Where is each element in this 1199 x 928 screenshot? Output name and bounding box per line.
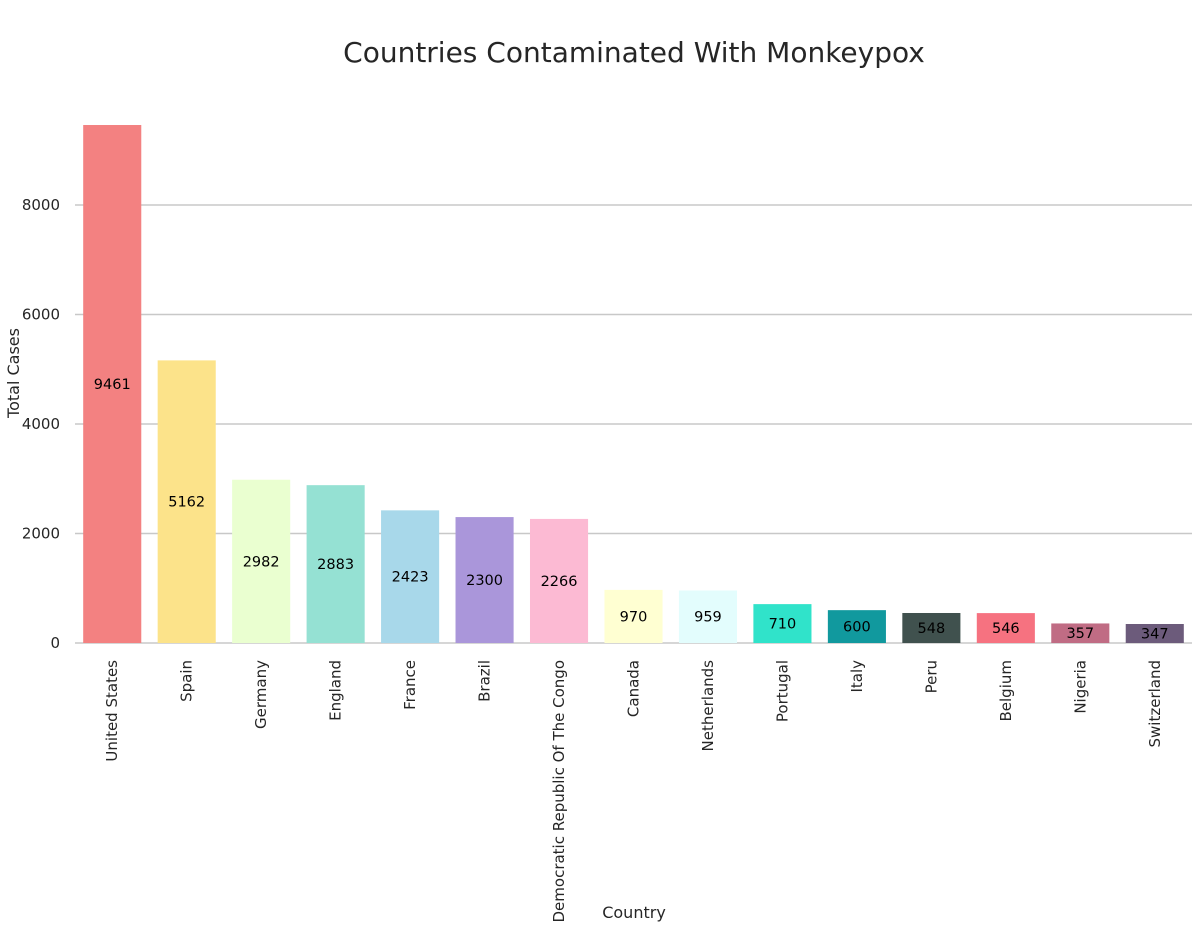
bar (1051, 623, 1110, 643)
bar-value-label: 600 (843, 620, 871, 636)
bar (678, 590, 738, 643)
x-tick-label: France (401, 660, 419, 710)
x-tick-label: Portugal (773, 660, 791, 722)
y-tick-label: 2000 (22, 525, 60, 543)
bar (753, 604, 812, 643)
bar-value-label: 2982 (243, 554, 280, 570)
bar-value-label: 546 (992, 621, 1020, 637)
bar-value-label: 357 (1066, 626, 1094, 642)
bar (232, 479, 291, 643)
bar (1125, 624, 1184, 643)
x-axis-label: Country (602, 903, 666, 922)
y-tick-label: 6000 (22, 306, 60, 324)
x-axis-ticks: United States Spain Germany England France Br… (103, 660, 1164, 923)
bar-value-label: 959 (694, 610, 722, 626)
bar-value-label: 970 (620, 609, 648, 625)
bar (604, 589, 663, 643)
y-tick-label: 4000 (22, 415, 60, 433)
bar (83, 125, 142, 643)
x-tick-label: Nigeria (1071, 660, 1089, 714)
y-tick-label: 8000 (22, 196, 60, 214)
x-tick-label: Spain (178, 660, 196, 702)
x-tick-label: Belgium (997, 660, 1015, 722)
bar-value-label: 347 (1141, 627, 1169, 643)
x-tick-label: United States (103, 660, 121, 762)
bar-value-label: 548 (918, 621, 946, 637)
x-tick-label: Canada (625, 660, 643, 717)
bars (83, 125, 1184, 643)
x-tick-label: Brazil (476, 660, 494, 702)
bar (976, 613, 1035, 643)
bar-value-label: 2883 (317, 557, 354, 573)
x-tick-label: Switzerland (1146, 660, 1164, 748)
bar (306, 485, 365, 643)
chart-title: Countries Contaminated With Monkeypox (343, 36, 925, 69)
bar (455, 517, 514, 643)
bar (157, 360, 216, 643)
y-axis-label: Total Cases (4, 328, 23, 419)
bar (529, 518, 589, 643)
bar-value-label: 2300 (466, 573, 503, 589)
y-axis-ticks: 0 2000 4000 6000 8000 (22, 196, 60, 652)
y-tick-label: 0 (50, 634, 60, 652)
bar (902, 612, 961, 643)
x-tick-label: Democratic Republic Of The Congo (550, 660, 568, 923)
bar-value-labels: 9461 5162 2982 2883 2423 2300 2266 970 959 710 600… (94, 377, 1169, 642)
x-tick-label: Netherlands (699, 660, 717, 752)
bar-value-label: 2266 (541, 574, 578, 590)
x-tick-label: England (327, 660, 345, 721)
bar-value-label: 710 (769, 617, 797, 633)
bar (381, 510, 440, 643)
bar-value-label: 5162 (168, 495, 205, 511)
x-tick-label: Germany (252, 660, 270, 729)
bar (827, 610, 886, 643)
x-tick-label: Italy (848, 660, 866, 693)
x-tick-label: Peru (922, 660, 940, 693)
bar-value-label: 2423 (392, 570, 429, 586)
bar-value-label: 9461 (94, 377, 131, 393)
